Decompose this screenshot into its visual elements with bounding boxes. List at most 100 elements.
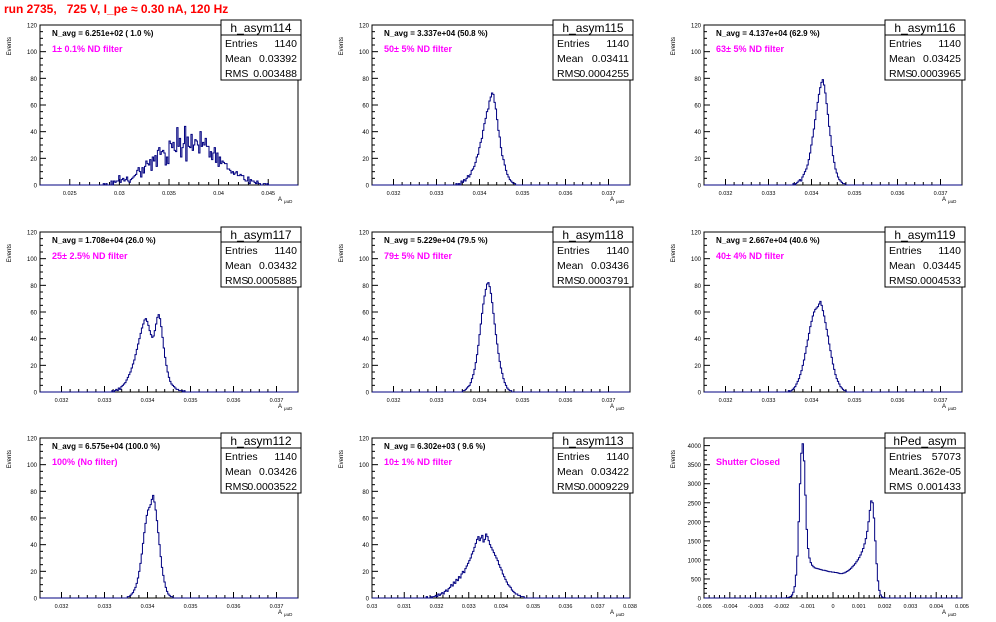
y-tick-label: 0 <box>34 391 38 397</box>
stats-box <box>220 34 302 81</box>
stats-value-mean: 0.03392 <box>259 53 297 65</box>
y-tick-label: 0 <box>366 391 370 397</box>
x-tick-label: 0.004 <box>929 604 943 610</box>
x-tick-label: 0.032 <box>387 398 401 404</box>
stats-title: h_asym119 <box>894 228 955 242</box>
y-tick-label: 20 <box>30 364 37 370</box>
stats-label-mean: Mean <box>557 53 583 65</box>
x-tick-label: 0.045 <box>261 191 275 197</box>
x-tick-label: 0.034 <box>494 604 508 610</box>
filter-annotation: Shutter Closed <box>716 457 780 467</box>
stats-value-mean: 0.03411 <box>592 53 629 65</box>
x-tick-label: 0.032 <box>719 398 733 404</box>
stats-value-entries: 1140 <box>938 245 961 257</box>
x-tick-label: 0.034 <box>473 191 487 197</box>
panel-h_asym115: Events 0 20 40 60 80 100 120 0.032 0.033 0.034 0.03… <box>339 19 634 204</box>
x-tick-label: 0.032 <box>55 398 69 404</box>
x-tick-label: 0.036 <box>559 398 573 404</box>
x-tick-label: 0.035 <box>516 398 530 404</box>
stats-label-entries: Entries <box>225 245 258 257</box>
x-tick-label: 0.036 <box>227 604 241 610</box>
stats-value-rms: 0.0009229 <box>579 481 629 493</box>
y-tick-label: 20 <box>694 157 701 163</box>
stats-title: h_asym116 <box>894 21 955 35</box>
stats-box <box>884 241 966 288</box>
stats-box <box>552 34 634 81</box>
y-tick-label: 80 <box>30 77 37 83</box>
x-tick-label: 0.036 <box>559 191 573 197</box>
x-tick-label: 0.037 <box>934 398 948 404</box>
x-tick-label: 0.034 <box>141 398 155 404</box>
y-tick-label: 120 <box>691 24 702 30</box>
y-tick-label: 20 <box>30 157 37 163</box>
x-tick-label: 0.003 <box>904 604 918 610</box>
x-tick-label: -0.001 <box>799 604 815 610</box>
x-axis-label: A <box>942 197 946 203</box>
stats-value-entries: 1140 <box>274 451 297 463</box>
y-tick-label: 80 <box>362 284 369 290</box>
x-axis-label: A <box>278 197 282 203</box>
x-tick-label: 0.037 <box>602 398 616 404</box>
x-tick-label: -0.004 <box>722 604 738 610</box>
stats-value-entries: 1140 <box>606 451 629 463</box>
x-axis-label-sub: μuD <box>284 612 293 617</box>
x-tick-label: -0.003 <box>748 604 764 610</box>
x-tick-label: 0.032 <box>55 604 69 610</box>
stats-label-entries: Entries <box>225 451 258 463</box>
y-tick-label: 20 <box>30 570 37 576</box>
x-tick-label: 0.036 <box>891 191 905 197</box>
stats-box <box>884 447 966 494</box>
stats-value-mean: 0.03425 <box>923 53 961 65</box>
stats-label-mean: Mean <box>889 53 915 65</box>
x-tick-label: 0.005 <box>955 604 969 610</box>
y-tick-label: 0 <box>366 184 370 190</box>
y-tick-label: 60 <box>362 311 369 317</box>
stats-value-rms: 0.0003791 <box>579 275 629 287</box>
y-axis-label: Events <box>339 37 345 55</box>
stats-label-mean: Mean <box>557 260 583 272</box>
x-tick-label: 0.025 <box>63 191 77 197</box>
y-tick-label: 0 <box>366 597 370 603</box>
y-tick-label: 60 <box>694 104 701 110</box>
x-tick-label: 0.037 <box>270 604 284 610</box>
stats-label-entries: Entries <box>889 38 922 50</box>
x-tick-label: -0.002 <box>774 604 790 610</box>
navg-label: N_avg = 1.708e+04 (26.0 %) <box>52 236 156 245</box>
stats-label-rms: RMS <box>225 68 248 80</box>
stats-value-mean: 0.03445 <box>923 260 961 272</box>
x-axis-label: A <box>942 610 946 616</box>
panel-h_asym117: Events 0 20 40 60 80 100 120 0.032 0.033 0.034 0.03… <box>7 226 302 411</box>
x-tick-label: 0.037 <box>602 191 616 197</box>
stats-label-mean: Mean <box>557 466 583 478</box>
y-tick-label: 60 <box>362 517 369 523</box>
x-tick-label: 0.033 <box>430 398 444 404</box>
y-tick-label: 0 <box>698 597 702 603</box>
histogram-line <box>704 300 962 393</box>
x-tick-label: 0.032 <box>430 604 444 610</box>
stats-value-mean: 0.03436 <box>591 260 629 272</box>
y-tick-label: 80 <box>694 284 701 290</box>
y-tick-label: 40 <box>362 337 369 343</box>
x-tick-label: 0.034 <box>805 191 819 197</box>
x-tick-label: 0.035 <box>162 191 176 197</box>
x-tick-label: 0.033 <box>462 604 476 610</box>
x-tick-label: 0.035 <box>516 191 530 197</box>
y-tick-label: 40 <box>30 337 37 343</box>
panel-h_asym116: Events 0 20 40 60 80 100 120 0.032 0.033 0.034 0.03… <box>671 19 966 204</box>
filter-annotation: 79± 5% ND filter <box>384 251 452 261</box>
x-tick-label: 0.001 <box>852 604 866 610</box>
x-axis-label-sub: μuD <box>948 199 957 204</box>
y-tick-label: 120 <box>359 231 370 237</box>
y-axis-label: Events <box>671 37 677 55</box>
stats-title: h_asym114 <box>230 21 291 35</box>
y-axis-label: Events <box>671 450 677 468</box>
y-tick-label: 60 <box>362 104 369 110</box>
y-tick-label: 40 <box>362 543 369 549</box>
stats-label-mean: Mean <box>225 260 251 272</box>
stats-box <box>884 34 966 81</box>
y-tick-label: 100 <box>691 50 702 56</box>
y-tick-label: 100 <box>27 463 38 469</box>
x-tick-label: 0.04 <box>213 191 224 197</box>
x-tick-label: 0.037 <box>591 604 605 610</box>
y-tick-label: 20 <box>362 570 369 576</box>
